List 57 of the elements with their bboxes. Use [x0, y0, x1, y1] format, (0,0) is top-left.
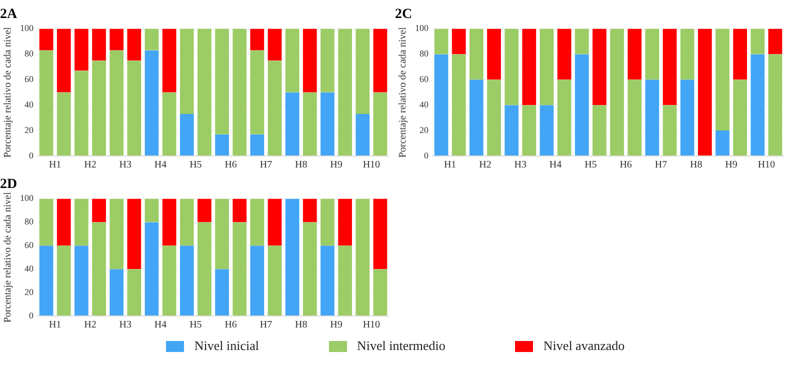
- legend-label: Nivel intermedio: [356, 338, 446, 354]
- legend-label: Nivel inicial: [194, 338, 259, 354]
- y-tick-label: 0: [424, 150, 429, 160]
- y-axis-title: Porcentaje relativo de cada nivel: [2, 26, 14, 158]
- x-tick-label: H1: [444, 160, 456, 171]
- x-tick-label: H7: [260, 320, 272, 331]
- x-tick-label: H7: [654, 160, 668, 171]
- x-tick-label: H7: [260, 160, 272, 171]
- y-tick-label: 20: [24, 124, 34, 135]
- y-tick-label: 60: [24, 74, 34, 84]
- y-tick-label: 20: [420, 124, 429, 135]
- x-tick-label: H9: [330, 160, 342, 171]
- legend-label: Nivel avanzado: [543, 338, 625, 354]
- x-tick-label: H9: [330, 320, 342, 331]
- y-tick-label: 80: [420, 48, 429, 59]
- x-tick-label: H6: [620, 160, 632, 171]
- y-tick-label: 40: [24, 263, 34, 274]
- y-tick-label: 40: [420, 99, 429, 110]
- x-tick-label: H5: [190, 320, 202, 331]
- x-tick-label: H4: [549, 160, 562, 171]
- x-tick-label: H8: [295, 160, 308, 171]
- y-tick-label: 80: [24, 48, 34, 59]
- chart-title: 2D: [0, 177, 18, 192]
- x-tick-label: H1: [48, 320, 62, 331]
- y-tick-label: 20: [24, 286, 34, 297]
- y-tick-label: 100: [415, 23, 429, 34]
- x-tick-label: H5: [190, 160, 202, 171]
- y-tick-label: 60: [24, 240, 34, 250]
- x-tick-label: H8: [295, 320, 308, 331]
- x-tick-label: H2: [84, 320, 96, 331]
- x-tick-label: H3: [514, 160, 526, 171]
- x-tick-label: H1: [48, 160, 62, 171]
- x-tick-label: H3: [119, 320, 132, 331]
- x-tick-label: H3: [119, 160, 132, 171]
- y-tick-label: 100: [20, 193, 34, 204]
- x-tick-label: H5: [584, 160, 597, 171]
- y-tick-label: 100: [20, 23, 34, 34]
- x-tick-label: H2: [479, 160, 492, 171]
- chart-title: 2C: [395, 7, 412, 22]
- x-tick-label: H10: [362, 160, 380, 171]
- x-tick-label: H4: [154, 160, 167, 171]
- y-axis-title: Porcentaje relativo de cada nivel: [2, 192, 14, 323]
- x-tick-label: H6: [224, 320, 237, 331]
- y-tick-label: 80: [24, 216, 34, 227]
- x-tick-label: H10: [758, 160, 776, 171]
- x-tick-label: H2: [84, 160, 96, 171]
- x-tick-label: H9: [725, 160, 738, 171]
- chart-title: 2A: [0, 7, 18, 22]
- x-tick-label: H4: [154, 320, 167, 331]
- y-tick-label: 0: [29, 150, 34, 160]
- y-tick-label: 60: [420, 74, 429, 84]
- x-tick-label: H10: [362, 320, 380, 331]
- x-tick-label: H8: [690, 160, 702, 171]
- y-tick-label: 40: [24, 99, 34, 110]
- y-axis-title: Porcentaje relativo de cada nivel: [398, 26, 409, 158]
- y-tick-label: 0: [29, 310, 34, 320]
- x-tick-label: H6: [224, 160, 237, 171]
